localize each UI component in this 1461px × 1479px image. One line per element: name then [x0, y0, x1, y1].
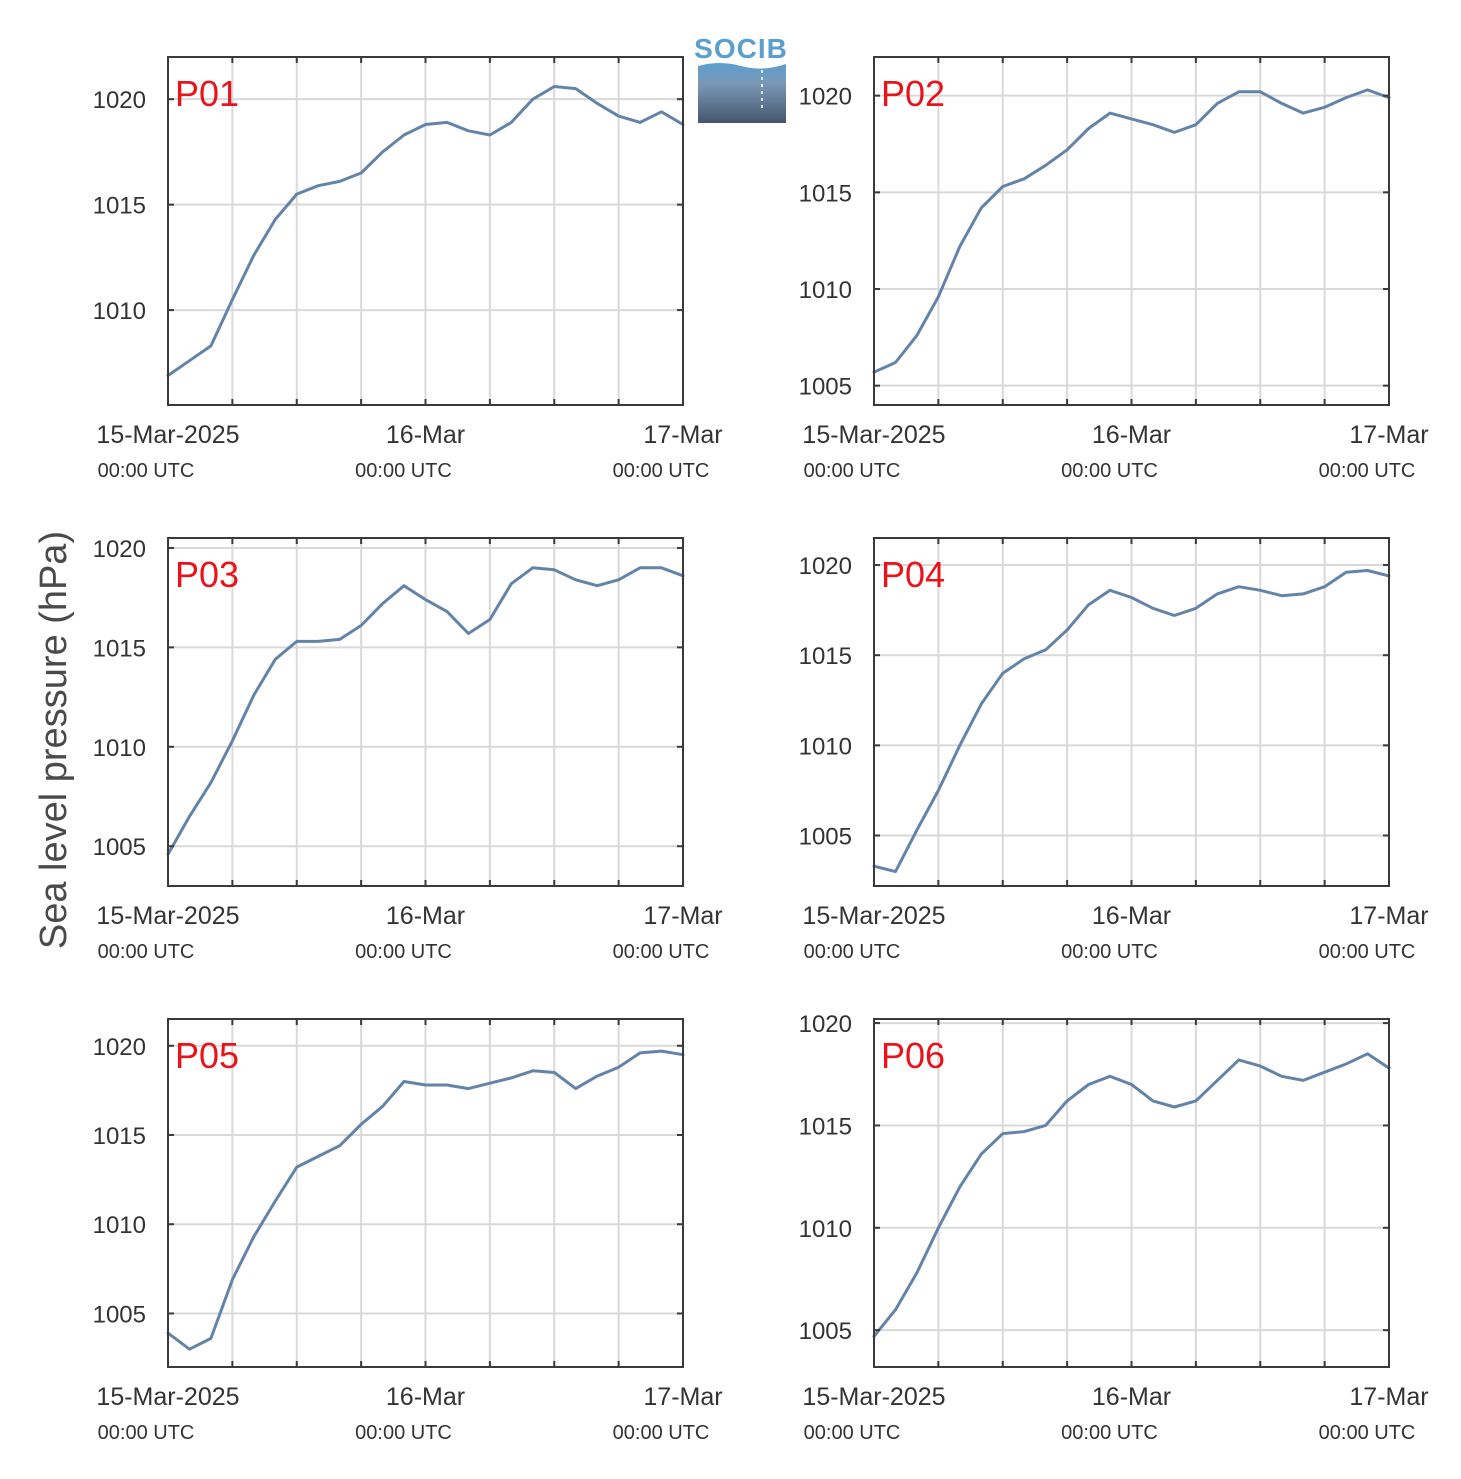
x-tick-label: 17-Mar — [1349, 1383, 1428, 1411]
logo-wave — [698, 63, 786, 123]
x-tick-sublabel: 00:00 UTC — [1061, 941, 1158, 963]
x-tick-label: 17-Mar — [1349, 902, 1428, 930]
y-tick-label: 1020 — [799, 84, 852, 111]
x-tick-sublabel: 00:00 UTC — [1061, 460, 1158, 482]
y-tick-label: 1005 — [93, 834, 146, 861]
series-line-p05 — [166, 1049, 685, 1351]
x-tick-sublabel: 00:00 UTC — [98, 941, 195, 963]
x-tick-label: 17-Mar — [643, 421, 722, 449]
panel-label: P01 — [175, 73, 239, 114]
y-tick-label: 1020 — [799, 553, 852, 580]
chart-panel-p02: 1005 1010 1015 1020 15-Mar-2025 00:00 UTC 16-M… — [799, 56, 1429, 482]
logo-text: SOCIB — [694, 33, 788, 64]
y-tick-label: 1015 — [93, 193, 146, 220]
x-tick-label: 15-Mar-2025 — [96, 1383, 239, 1411]
chart-panel-p05: 1005 1010 1015 1020 15-Mar-2025 00:00 UTC 16-M… — [93, 1018, 723, 1444]
x-tick-sublabel: 00:00 UTC — [804, 460, 901, 482]
chart-panel-p04: 1005 1010 1015 1020 15-Mar-2025 00:00 UTC 16-M… — [799, 537, 1429, 963]
y-tick-label: 1005 — [799, 1318, 852, 1345]
x-tick-label: 15-Mar-2025 — [802, 902, 945, 930]
x-tick-sublabel: 00:00 UTC — [613, 1422, 710, 1444]
x-tick-sublabel: 00:00 UTC — [613, 460, 710, 482]
series-line-p06 — [872, 1052, 1391, 1338]
y-tick-label: 1020 — [93, 536, 146, 563]
y-tick-label: 1010 — [93, 298, 146, 325]
y-tick-label: 1015 — [799, 1113, 852, 1140]
y-axis-label: Sea level pressure (hPa) — [33, 531, 75, 949]
socib-logo: SOCIB — [694, 33, 788, 123]
panel-label: P04 — [881, 554, 945, 595]
x-tick-label: 16-Mar — [1092, 902, 1171, 930]
series-line-p02 — [872, 88, 1391, 374]
x-tick-label: 17-Mar — [643, 902, 722, 930]
x-tick-sublabel: 00:00 UTC — [98, 460, 195, 482]
x-tick-label: 16-Mar — [386, 902, 465, 930]
panel-label: P06 — [881, 1035, 945, 1076]
y-tick-label: 1020 — [93, 87, 146, 114]
y-tick-label: 1020 — [93, 1034, 146, 1061]
y-tick-label: 1010 — [799, 733, 852, 760]
x-tick-sublabel: 00:00 UTC — [355, 460, 452, 482]
series-line-p04 — [872, 569, 1391, 874]
x-tick-sublabel: 00:00 UTC — [355, 1422, 452, 1444]
y-tick-label: 1005 — [93, 1301, 146, 1328]
x-tick-sublabel: 00:00 UTC — [804, 941, 901, 963]
x-tick-sublabel: 00:00 UTC — [1061, 1422, 1158, 1444]
y-tick-label: 1020 — [799, 1011, 852, 1038]
x-tick-label: 16-Mar — [1092, 421, 1171, 449]
series-line-p03 — [166, 566, 685, 856]
x-tick-sublabel: 00:00 UTC — [1319, 1422, 1416, 1444]
x-tick-sublabel: 00:00 UTC — [355, 941, 452, 963]
x-tick-label: 15-Mar-2025 — [96, 902, 239, 930]
panel-label: P02 — [881, 73, 945, 114]
x-tick-label: 15-Mar-2025 — [96, 421, 239, 449]
x-tick-label: 16-Mar — [386, 421, 465, 449]
y-tick-label: 1015 — [93, 1123, 146, 1150]
x-tick-sublabel: 00:00 UTC — [613, 941, 710, 963]
y-tick-label: 1010 — [799, 1216, 852, 1243]
x-tick-sublabel: 00:00 UTC — [1319, 460, 1416, 482]
y-tick-label: 1010 — [799, 277, 852, 304]
chart-panel-p06: 1005 1010 1015 1020 15-Mar-2025 00:00 UTC 16-M… — [799, 1011, 1429, 1444]
y-tick-label: 1015 — [799, 180, 852, 207]
x-tick-sublabel: 00:00 UTC — [804, 1422, 901, 1444]
x-tick-sublabel: 00:00 UTC — [98, 1422, 195, 1444]
series-line-p01 — [166, 85, 685, 377]
panel-label: P03 — [175, 554, 239, 595]
y-tick-label: 1010 — [93, 735, 146, 762]
x-tick-label: 17-Mar — [1349, 421, 1428, 449]
y-tick-label: 1005 — [799, 824, 852, 851]
chart-panel-p03: 1005 1010 1015 1020 15-Mar-2025 00:00 UTC 16-M… — [93, 536, 723, 963]
x-tick-label: 16-Mar — [1092, 1383, 1171, 1411]
chart-panel-p01: 1010 1015 1020 15-Mar-2025 00:00 UTC 16-Mar 00… — [93, 56, 723, 482]
y-tick-label: 1010 — [93, 1212, 146, 1239]
y-tick-label: 1005 — [799, 374, 852, 401]
y-tick-label: 1015 — [799, 643, 852, 670]
x-tick-label: 15-Mar-2025 — [802, 1383, 945, 1411]
y-tick-label: 1015 — [93, 635, 146, 662]
x-tick-sublabel: 00:00 UTC — [1319, 941, 1416, 963]
x-tick-label: 17-Mar — [643, 1383, 722, 1411]
x-tick-label: 15-Mar-2025 — [802, 421, 945, 449]
x-tick-label: 16-Mar — [386, 1383, 465, 1411]
panel-label: P05 — [175, 1035, 239, 1076]
